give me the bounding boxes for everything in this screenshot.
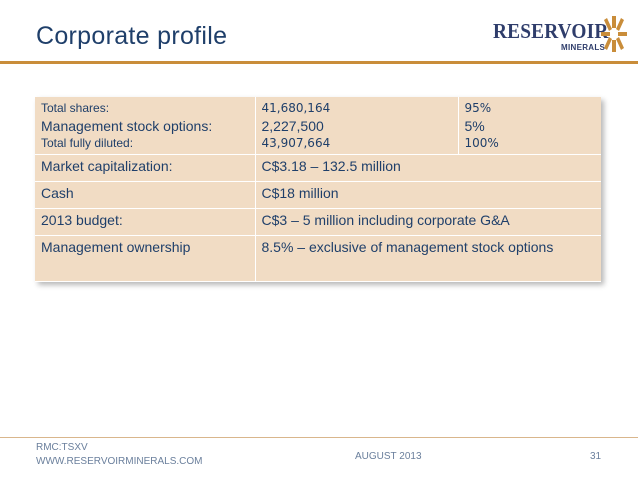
company-logo: RESERVOIR MINERALS [489,12,629,58]
row-value: C$3 – 5 million including corporate G&A [255,208,601,236]
table-row: Cash C$18 million [35,181,601,209]
row-value: C$3.18 – 132.5 million [255,154,601,182]
row-label: Market capitalization: [35,154,256,182]
management-options-percent: 5% [464,118,485,134]
row-value: C$18 million [255,181,601,209]
management-options-value: 2,227,500 [261,118,324,134]
shares-labels-cell: Total shares: Management stock options: … [35,97,256,155]
footer-ticker: RMC:TSXV [36,442,88,453]
total-shares-percent: 95% [464,101,492,115]
starburst-icon [601,16,627,52]
shares-percents-cell: 95% 5% 100% [458,97,601,155]
logo-wordmark: RESERVOIR [493,19,609,43]
page-number: 31 [590,451,602,462]
fully-diluted-value: 43,907,664 [261,136,331,150]
shares-row: Total shares: Management stock options: … [35,97,601,155]
table-row: Management ownership 8.5% – exclusive of… [35,235,601,282]
fully-diluted-percent: 100% [464,136,499,150]
row-label: Management ownership [35,235,256,282]
profile-table: Total shares: Management stock options: … [35,97,601,282]
row-label: 2013 budget: [35,208,256,236]
table-row: 2013 budget: C$3 – 5 million including c… [35,208,601,236]
footer-company-info: RMC:TSXV WWW.RESERVOIRMINERALS.COM [36,441,203,469]
title-divider [0,61,638,64]
footer-date: AUGUST 2013 [355,451,422,462]
footer-divider [0,437,638,438]
management-options-label: Management stock options: [41,118,213,134]
total-shares-value: 41,680,164 [261,101,331,115]
logo-subtitle: MINERALS [561,43,606,52]
row-label: Cash [35,181,256,209]
row-value: 8.5% – exclusive of management stock opt… [255,235,601,282]
page-title: Corporate profile [36,22,228,50]
total-shares-label: Total shares: [41,101,110,115]
fully-diluted-label: Total fully diluted: [41,136,134,150]
footer-website: WWW.RESERVOIRMINERALS.COM [36,456,203,467]
table-row: Market capitalization: C$3.18 – 132.5 mi… [35,154,601,182]
shares-values-cell: 41,680,164 2,227,500 43,907,664 [255,97,459,155]
